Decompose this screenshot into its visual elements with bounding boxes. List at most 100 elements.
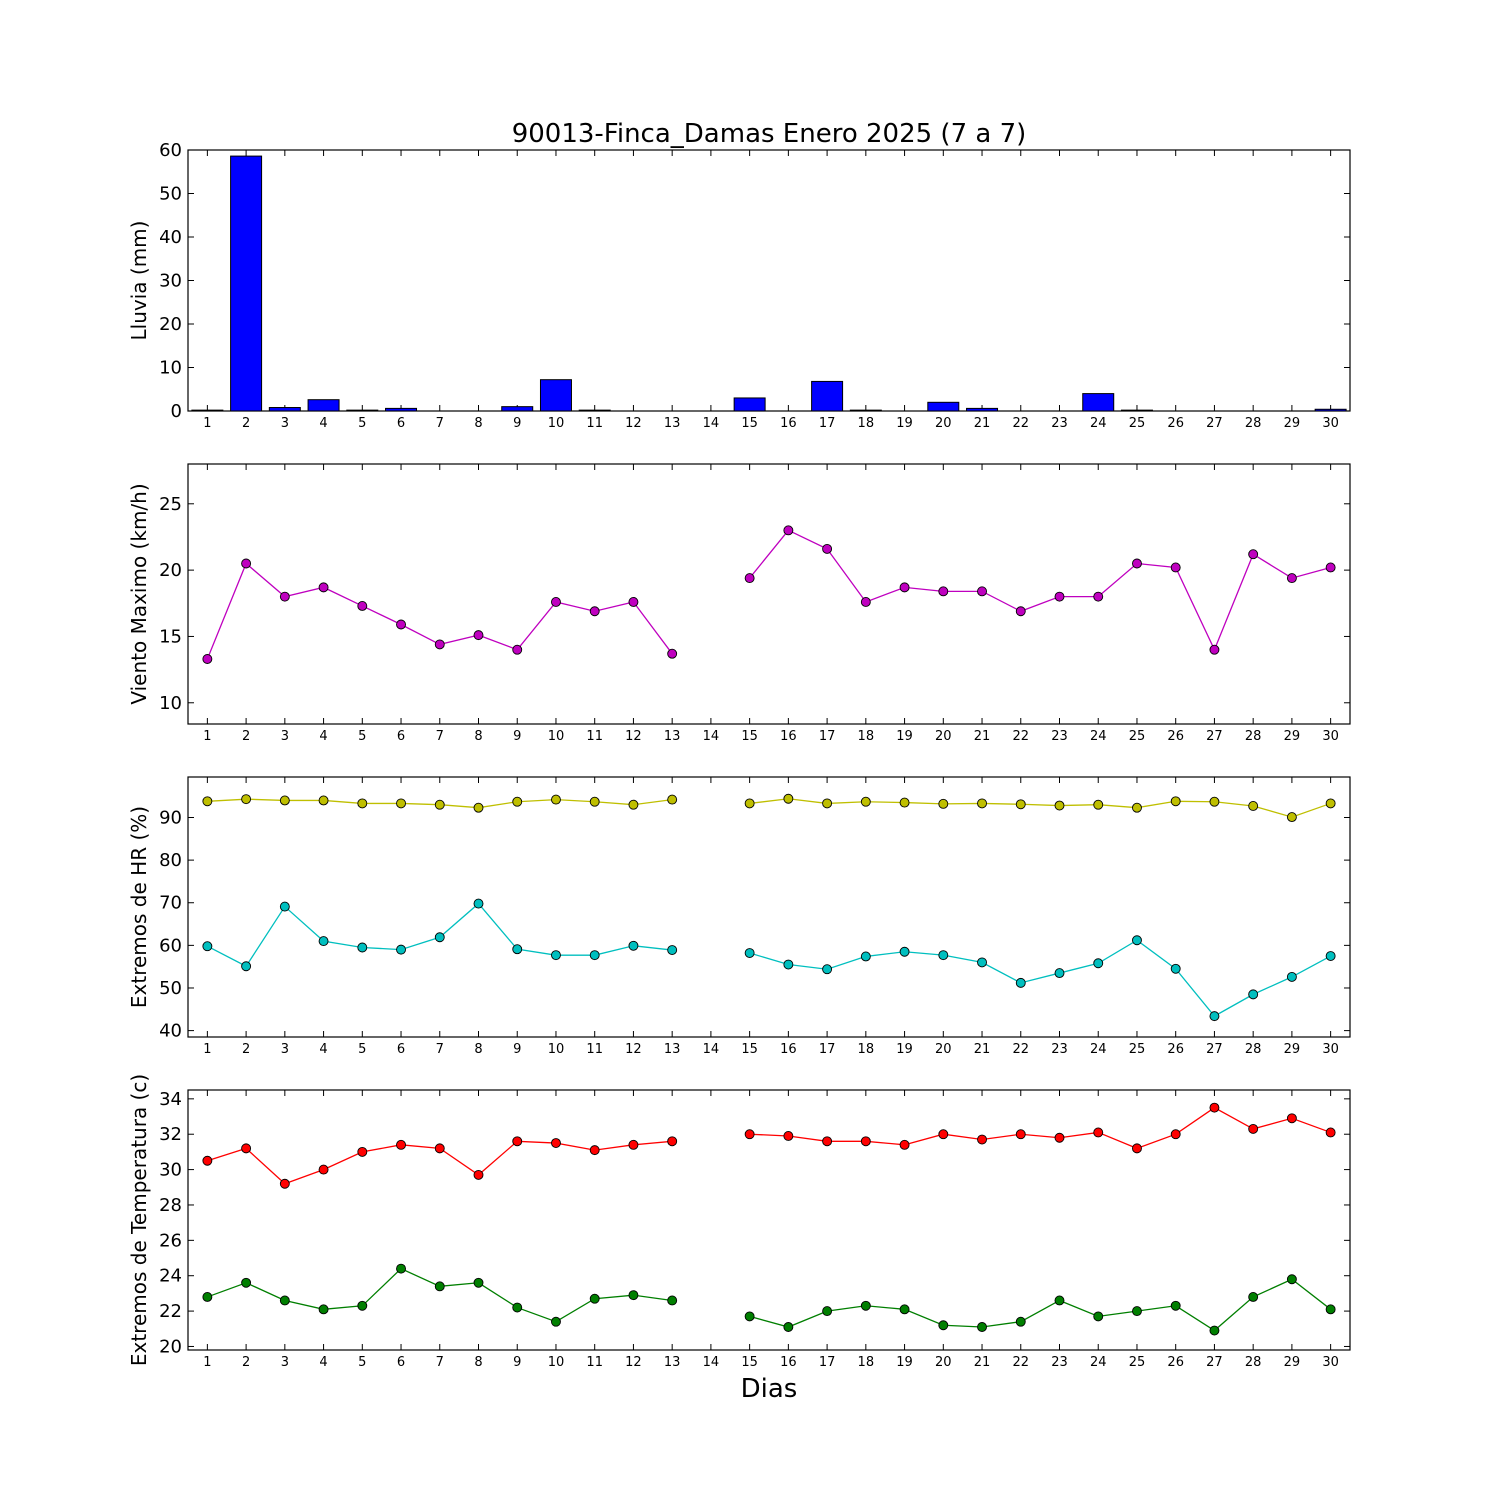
- temperature-series-1-line: [207, 1267, 673, 1323]
- rain-bar: [385, 407, 418, 412]
- temperature-xtick-label: 24: [1090, 1355, 1107, 1370]
- humidity-series-0-point: [860, 796, 871, 807]
- humidity-xtick-label: 12: [625, 1042, 642, 1057]
- wind-ytick-label: 20: [159, 560, 182, 581]
- temperature-series-0-point: [977, 1134, 987, 1145]
- humidity-xtick-label: 10: [548, 1042, 565, 1057]
- humidity-series-0-point: [667, 794, 678, 805]
- humidity-series-0-point: [938, 798, 949, 809]
- wind-ytick-label: 25: [159, 494, 182, 515]
- temperature-xtick-label: 26: [1167, 1355, 1184, 1370]
- temperature-axes-frame: [187, 1089, 1351, 1351]
- rain-ytick-label: 30: [159, 271, 182, 292]
- wind-series-0-point: [396, 619, 406, 630]
- wind-xtick-label: 18: [858, 729, 875, 744]
- rain-bar: [501, 406, 534, 412]
- temperature-xtick-label: 13: [664, 1355, 681, 1370]
- humidity-series-1-point: [899, 946, 910, 957]
- humidity-series-0-point: [1015, 799, 1026, 810]
- rain-xtick-label: 3: [281, 416, 289, 431]
- humidity-series-0-point: [318, 795, 329, 806]
- rain-ytick-label: 60: [159, 140, 182, 161]
- humidity-xtick-label: 8: [474, 1042, 482, 1057]
- temperature-xtick-label: 9: [513, 1355, 521, 1370]
- humidity-ytick-label: 70: [159, 893, 182, 914]
- humidity-ylabel: Extremos de HR (%): [127, 806, 151, 1008]
- wind-series-0-point: [1325, 562, 1336, 573]
- temperature-xtick-label: 6: [397, 1355, 405, 1370]
- humidity-xtick-label: 4: [319, 1042, 327, 1057]
- temperature-series-0-point: [1015, 1129, 1026, 1140]
- temperature-xtick-label: 16: [780, 1355, 797, 1370]
- humidity-xtick-label: 23: [1051, 1042, 1068, 1057]
- humidity-series-1-point: [512, 944, 523, 955]
- humidity-series-0-point: [512, 796, 523, 807]
- temperature-series-0-point: [318, 1164, 329, 1175]
- wind-xtick-label: 27: [1206, 729, 1223, 744]
- temperature-series-0-point: [1170, 1129, 1181, 1140]
- temperature-series-1-point: [977, 1322, 987, 1332]
- wind-series-0-point: [822, 543, 833, 554]
- wind-xtick-label: 8: [474, 729, 482, 744]
- temperature-ytick-label: 26: [159, 1230, 182, 1251]
- temperature-series-1-point: [434, 1281, 445, 1292]
- rain-xtick-label: 17: [819, 416, 836, 431]
- rain-bar: [1314, 408, 1347, 412]
- humidity-axes-frame: [187, 776, 1351, 1038]
- rain-xtick-label: 19: [896, 416, 913, 431]
- humidity-xtick-label: 14: [703, 1042, 720, 1057]
- wind-xtick-label: 14: [703, 729, 720, 744]
- wind-xtick-label: 6: [397, 729, 405, 744]
- temperature-series-0-point: [241, 1143, 252, 1154]
- temperature-xtick-label: 28: [1245, 1355, 1262, 1370]
- temperature-series-0-point: [1054, 1132, 1065, 1143]
- temperature-series-0-point: [667, 1136, 678, 1147]
- temperature-series-1-point: [1286, 1274, 1297, 1285]
- temperature-xtick-label: 5: [358, 1355, 366, 1370]
- humidity-series-1-point: [357, 942, 368, 953]
- humidity-xtick-label: 17: [819, 1042, 836, 1057]
- rain-xtick-label: 22: [1012, 416, 1029, 431]
- rain-xtick-label: 5: [358, 416, 366, 431]
- humidity-ytick-label: 60: [159, 935, 182, 956]
- wind-xtick-label: 9: [513, 729, 521, 744]
- wind-xtick-label: 17: [819, 729, 836, 744]
- wind-xtick-label: 23: [1051, 729, 1068, 744]
- humidity-xtick-label: 5: [358, 1042, 366, 1057]
- rain-bar: [230, 155, 263, 412]
- temperature-series-1-point: [1209, 1325, 1220, 1336]
- temperature-xtick-label: 30: [1322, 1355, 1339, 1370]
- humidity-series-0-point: [822, 798, 833, 809]
- temperature-xtick-label: 17: [819, 1355, 836, 1370]
- humidity-xtick-label: 7: [436, 1042, 444, 1057]
- wind-xtick-label: 22: [1012, 729, 1029, 744]
- wind-xtick-label: 30: [1322, 729, 1339, 744]
- wind-series-0-point: [512, 644, 523, 655]
- humidity-xtick-label: 22: [1012, 1042, 1029, 1057]
- temperature-xtick-label: 23: [1051, 1355, 1068, 1370]
- rain-xtick-label: 21: [974, 416, 991, 431]
- wind-xtick-label: 11: [586, 729, 603, 744]
- rain-xtick-label: 30: [1322, 416, 1339, 431]
- temperature-series-1-point: [1093, 1311, 1104, 1322]
- humidity-series-0-point: [1286, 812, 1297, 823]
- temperature-xtick-label: 2: [242, 1355, 250, 1370]
- temperature-ytick-label: 30: [159, 1160, 182, 1181]
- temperature-series-1-point: [860, 1300, 871, 1311]
- rain-xtick-label: 1: [203, 416, 211, 431]
- wind-xtick-label: 25: [1129, 729, 1146, 744]
- temperature-series-1-point: [202, 1291, 213, 1302]
- wind-xtick-label: 21: [974, 729, 991, 744]
- rain-xtick-label: 14: [703, 416, 720, 431]
- temperature-series-1-point: [1325, 1304, 1336, 1315]
- temperature-ylabel: Extremos de Temperatura (c): [127, 1074, 151, 1366]
- wind-series-0-point: [241, 558, 252, 569]
- humidity-series-0-point: [357, 798, 368, 809]
- wind-series-0-point: [1015, 606, 1026, 617]
- temperature-series-0-point: [551, 1138, 561, 1149]
- wind-ylabel: Viento Maximo (km/h): [127, 483, 151, 704]
- temperature-series-1-point: [822, 1306, 833, 1317]
- temperature-xtick-label: 12: [625, 1355, 642, 1370]
